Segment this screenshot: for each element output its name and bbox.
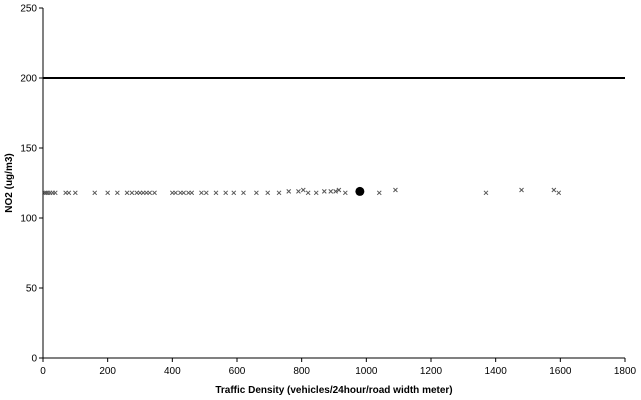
y-tick-label: 150	[20, 144, 37, 155]
x-tick-label: 800	[293, 366, 310, 377]
data-point	[519, 187, 524, 193]
data-point	[321, 189, 327, 194]
data-point	[147, 190, 153, 196]
data-point	[181, 190, 187, 196]
x-axis-title: Traffic Density (vehicles/24hour/road wi…	[215, 385, 452, 396]
data-point	[115, 190, 120, 196]
data-point	[254, 190, 259, 196]
x-tick-label: 1600	[549, 366, 572, 377]
y-axis-ticks: 0 50 100 150 200 250	[20, 4, 43, 365]
data-point	[300, 187, 306, 193]
data-point	[393, 187, 398, 193]
data-point	[173, 190, 178, 196]
data-point	[52, 190, 58, 196]
data-point	[333, 189, 338, 194]
x-tick-label: 200	[99, 366, 116, 377]
data-point	[152, 190, 157, 196]
x-tick-label: 1800	[614, 366, 637, 377]
data-point	[189, 190, 195, 196]
data-point	[376, 190, 382, 196]
x-axis-ticks: 0 200 400 600 800 1000 1200 1400 1600 1800	[40, 358, 637, 377]
data-point	[43, 190, 49, 196]
y-tick-label: 250	[20, 4, 37, 15]
data-point	[203, 190, 209, 196]
highlight-point	[355, 186, 365, 196]
data-point	[72, 190, 78, 196]
x-tick-label: 600	[229, 366, 246, 377]
data-point	[483, 190, 489, 196]
data-points	[42, 186, 562, 196]
x-tick-label: 400	[164, 366, 181, 377]
y-tick-label: 50	[26, 284, 38, 295]
data-point	[296, 189, 301, 194]
data-point	[105, 190, 111, 196]
data-point	[92, 190, 98, 196]
data-point	[124, 190, 130, 196]
data-point	[213, 190, 219, 196]
y-tick-label: 100	[20, 214, 37, 225]
data-point	[556, 190, 562, 196]
data-point	[241, 190, 246, 196]
y-tick-label: 200	[20, 74, 37, 85]
data-point	[129, 190, 135, 196]
x-tick-label: 1400	[485, 366, 508, 377]
data-point	[286, 189, 292, 194]
data-point	[328, 189, 334, 194]
y-tick-label: 0	[31, 354, 37, 365]
x-tick-label: 0	[40, 366, 46, 377]
y-axis-title: NO2 (ug/m3)	[4, 153, 15, 212]
data-point	[276, 190, 282, 196]
x-tick-label: 1200	[420, 366, 443, 377]
data-point	[551, 187, 557, 193]
data-point	[265, 190, 271, 196]
x-tick-label: 1000	[355, 366, 378, 377]
data-point	[305, 190, 311, 196]
data-point	[336, 187, 342, 193]
data-point	[223, 190, 229, 196]
data-point	[66, 190, 72, 196]
data-point	[231, 190, 237, 196]
data-point	[342, 190, 348, 196]
data-point	[199, 190, 204, 196]
data-point	[313, 190, 319, 196]
